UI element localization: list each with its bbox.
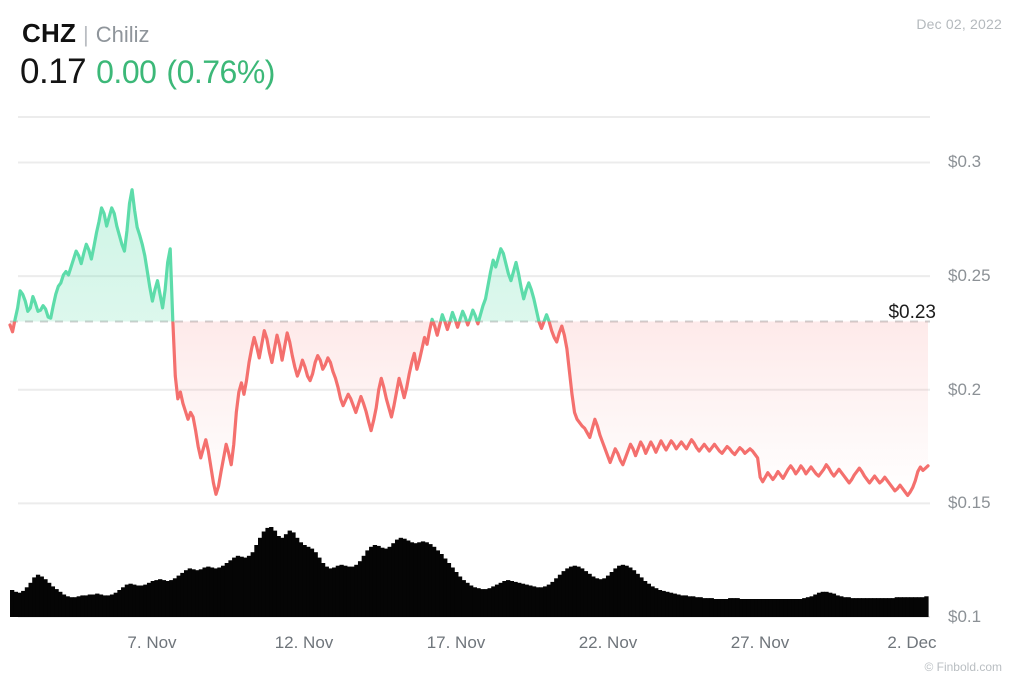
price-line [8,188,930,498]
ticker-symbol: CHZ [22,18,77,48]
as-of-date: Dec 02, 2022 [916,16,1002,32]
x-axis-tick: 27. Nov [730,633,790,652]
price-change-absolute: 0.00 [96,54,157,90]
x-axis-tick: 17. Nov [426,633,486,652]
chart-header: CHZ | Chiliz 0.17 0.00 (0.76%) Dec 02, 2… [0,0,1024,110]
x-axis-tick: 7. Nov [127,633,177,652]
volume-bars [10,527,929,617]
y-axis-tick: $0.3 [948,152,982,172]
x-axis-tick: 2. Dec [887,633,937,652]
chart-area-fills [10,189,928,496]
credit-watermark: © Finbold.com [924,660,1002,674]
price-row: 0.17 0.00 (0.76%) [20,52,275,92]
y-axis-tick: $0.1 [948,607,982,626]
x-axis-tick: 12. Nov [274,633,334,652]
asset-name: Chiliz [95,22,150,47]
y-axis-tick: $0.25 [948,266,991,286]
x-axis-tick: 22. Nov [578,633,638,652]
y-axis-tick: $0.2 [948,379,982,399]
y-axis-tick: $0.15 [948,493,991,513]
ticker-row: CHZ | Chiliz [22,18,150,49]
current-price: 0.17 [20,52,87,91]
price-change-percent: (0.76%) [166,54,275,90]
ticker-separator: | [83,22,89,47]
reference-line-label: $0.23 [888,301,936,323]
